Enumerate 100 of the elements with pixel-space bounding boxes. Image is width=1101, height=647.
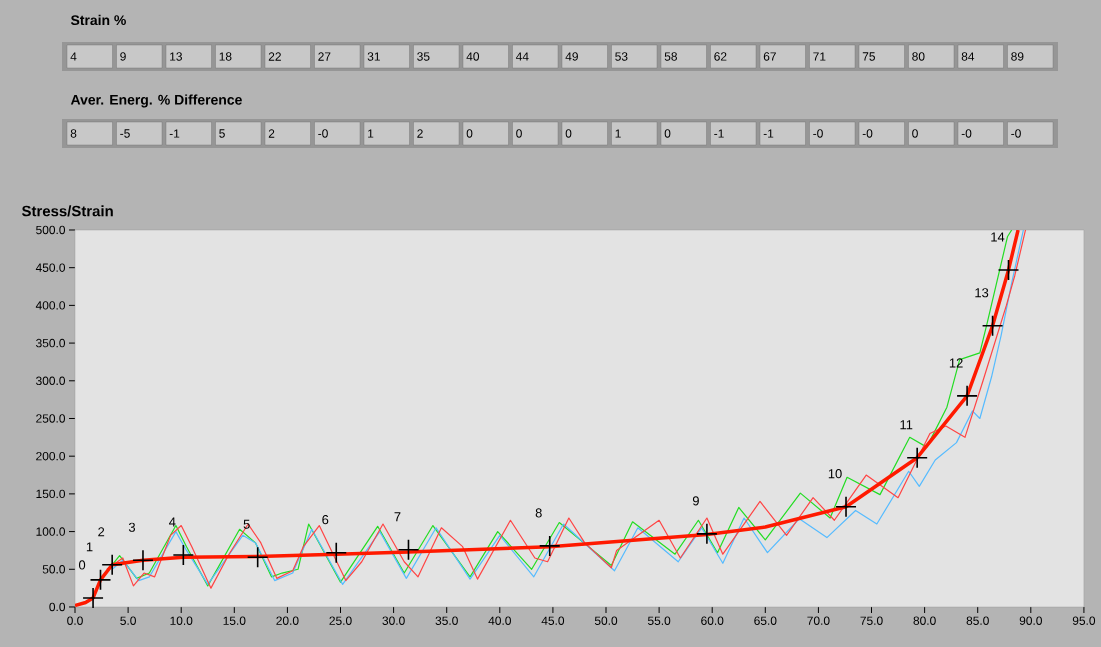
text: 0 <box>912 129 918 138</box>
text: -0 <box>862 129 873 138</box>
x-tick-label: 50.0 <box>594 616 618 625</box>
text: 58 <box>664 52 677 61</box>
annotation: 2 <box>98 527 105 537</box>
point <box>982 315 1003 336</box>
text: 9 <box>120 52 126 61</box>
text: 0 <box>516 129 522 138</box>
text: -0 <box>961 129 972 138</box>
annotation: 8 <box>535 508 542 518</box>
y-tick-label: 450.0 <box>35 263 66 272</box>
annotation: 3 <box>128 522 136 532</box>
point <box>173 544 194 565</box>
text: 1 <box>615 129 621 138</box>
x-tick-label: 55.0 <box>647 616 671 625</box>
text: 80 <box>912 52 925 61</box>
text: Strain % <box>70 14 126 26</box>
y-tick-label: 50.0 <box>42 565 66 574</box>
text: 49 <box>565 52 578 61</box>
point <box>90 569 111 590</box>
x-tick-label: 95.0 <box>1072 616 1096 625</box>
chart-title: Stress/Strain <box>21 205 113 217</box>
point <box>539 535 560 556</box>
text: 40 <box>466 52 480 61</box>
text: 89 <box>1011 52 1024 61</box>
annotation: 6 <box>322 515 329 525</box>
text: 35 <box>417 52 430 61</box>
text: 0 <box>466 129 473 138</box>
annotation: 13 <box>975 288 989 298</box>
text: 18 <box>219 52 232 61</box>
x-tick-label: 30.0 <box>382 616 405 625</box>
x-tick-label: 10.0 <box>170 616 193 625</box>
text: 4 <box>70 52 77 61</box>
text: 5 <box>219 129 225 138</box>
x-tick-label: 90.0 <box>1019 616 1042 625</box>
x-tick-label: 40.0 <box>488 616 511 625</box>
x-tick-label: 5.0 <box>120 616 136 625</box>
annotation: 5 <box>243 519 250 529</box>
text: 22 <box>268 52 281 61</box>
point <box>696 523 717 544</box>
annotation: 4 <box>169 517 176 527</box>
x-tick-label: 15.0 <box>223 616 246 625</box>
y-tick-label: 150.0 <box>36 489 66 499</box>
text: 71 <box>813 52 826 61</box>
annotation: 14 <box>991 232 1005 242</box>
point <box>998 259 1019 280</box>
point <box>907 447 928 468</box>
x-tick-label: 60.0 <box>701 616 724 625</box>
annotation: 1 <box>86 542 93 552</box>
text: 75 <box>862 52 875 61</box>
x-tick-label: 75.0 <box>860 616 883 625</box>
text: 62 <box>714 52 727 61</box>
text: 1 <box>368 129 374 138</box>
x-tick-label: 80.0 <box>913 616 936 625</box>
text: 31 <box>367 52 380 61</box>
point <box>83 587 104 608</box>
text: 8 <box>70 129 77 138</box>
x-tick-label: 0.0 <box>67 616 83 625</box>
annotation: 7 <box>394 512 401 522</box>
text: 84 <box>961 52 975 61</box>
text: 27 <box>318 52 331 61</box>
point <box>326 542 347 563</box>
x-tick-label: 85.0 <box>966 616 989 625</box>
annotation: 11 <box>900 420 913 430</box>
text: 0 <box>664 129 671 138</box>
y-tick-label: 0.0 <box>49 602 66 612</box>
x-tick-label: 20.0 <box>276 616 299 625</box>
text: 2 <box>268 129 275 138</box>
text: 2 <box>417 129 423 138</box>
point <box>102 554 123 575</box>
point <box>247 547 268 568</box>
text: -1 <box>169 129 180 138</box>
text: 44 <box>515 52 529 61</box>
text: 53 <box>615 52 628 61</box>
x-tick-label: 70.0 <box>807 616 830 625</box>
y-tick-label: 250.0 <box>36 414 66 423</box>
text: -0 <box>318 129 328 138</box>
y-tick-label: 100.0 <box>36 527 66 536</box>
text: 13 <box>170 52 182 61</box>
y-tick-label: 500.0 <box>36 225 66 235</box>
point <box>132 550 153 571</box>
annotation: 9 <box>692 496 699 506</box>
text: 0 <box>565 129 572 138</box>
y-tick-label: 350.0 <box>36 338 66 348</box>
x-tick-label: 45.0 <box>541 616 565 625</box>
point <box>957 385 978 406</box>
text: -1 <box>714 129 724 138</box>
y-tick-label: 400.0 <box>35 301 66 310</box>
y-tick-label: 300.0 <box>36 376 66 386</box>
text: -1 <box>763 129 774 138</box>
text: -5 <box>120 129 130 138</box>
annotation: 0 <box>78 560 86 570</box>
y-tick-label: 200.0 <box>36 451 66 461</box>
text: -0 <box>1011 129 1021 138</box>
x-tick-label: 25.0 <box>329 616 352 625</box>
text: 67 <box>763 52 776 61</box>
x-tick-label: 35.0 <box>435 616 458 625</box>
x-tick-label: 65.0 <box>754 616 777 625</box>
text: Aver. Energ. % Difference <box>70 94 242 108</box>
point <box>836 496 857 517</box>
